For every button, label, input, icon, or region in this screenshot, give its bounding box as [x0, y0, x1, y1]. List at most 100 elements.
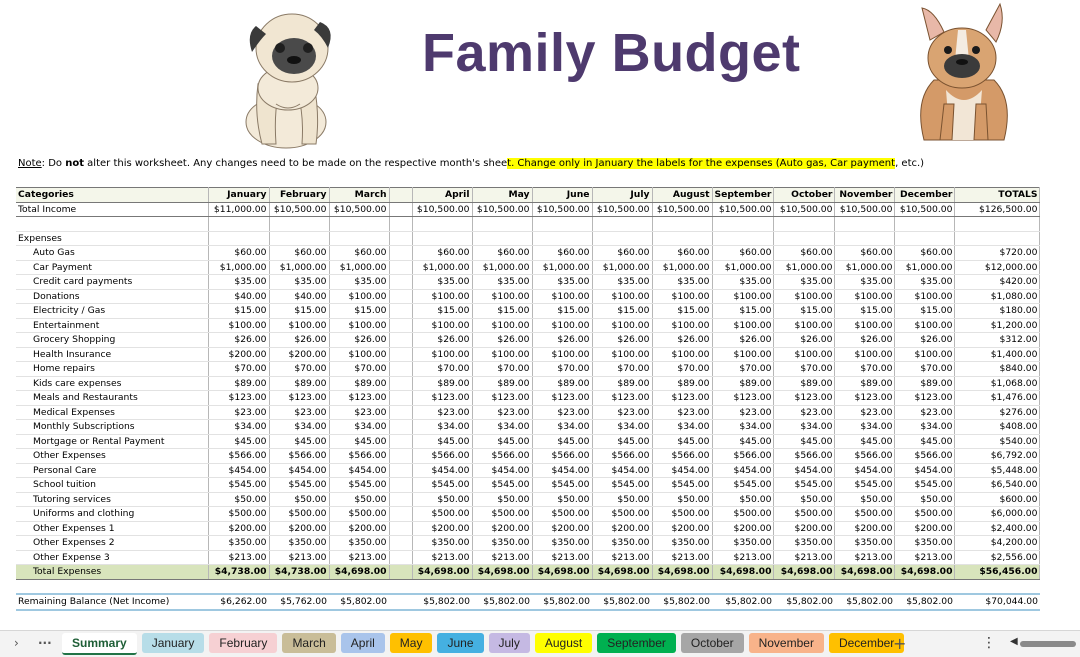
value-cell[interactable]: $545.00	[472, 477, 533, 493]
value-cell[interactable]: $100.00	[894, 347, 956, 362]
tab-12[interactable]: December	[828, 633, 905, 653]
value-cell[interactable]	[652, 216, 713, 232]
value-cell[interactable]: $200.00	[592, 521, 653, 536]
value-cell[interactable]: $100.00	[329, 347, 390, 362]
value-cell[interactable]: $500.00	[208, 506, 270, 522]
value-cell[interactable]: $100.00	[773, 289, 836, 304]
value-cell[interactable]: $213.00	[773, 550, 836, 565]
value-cell[interactable]: $34.00	[773, 419, 836, 435]
value-cell[interactable]: $454.00	[412, 463, 473, 478]
value-cell[interactable]	[895, 579, 955, 594]
value-cell[interactable]: $10,500.00	[592, 202, 653, 217]
value-cell[interactable]: $545.00	[532, 477, 593, 493]
row-label-cell[interactable]: Total Income	[16, 202, 209, 217]
plus-icon[interactable]: +	[893, 634, 907, 653]
row-label-cell[interactable]: Personal Care	[16, 463, 209, 478]
value-cell[interactable]: $35.00	[532, 274, 593, 290]
value-cell[interactable]: $26.00	[412, 332, 473, 348]
value-cell[interactable]	[712, 216, 775, 232]
value-cell[interactable]: $100.00	[532, 347, 593, 362]
total-cell[interactable]: $126,500.00	[954, 202, 1041, 217]
value-cell[interactable]: $45.00	[773, 434, 836, 449]
value-cell[interactable]: $45.00	[208, 434, 270, 449]
horizontal-scrollbar[interactable]: ◀	[1010, 636, 1076, 649]
total-cell[interactable]: $6,792.00	[954, 448, 1041, 464]
value-cell[interactable]: $454.00	[269, 463, 330, 478]
tab-5[interactable]: May	[389, 633, 433, 653]
value-cell[interactable]: $123.00	[472, 390, 533, 406]
header-categories[interactable]: Categories	[16, 187, 209, 203]
value-cell[interactable]: $60.00	[592, 245, 653, 261]
ellipsis-icon[interactable]: ···	[38, 636, 52, 650]
value-cell[interactable]	[208, 216, 270, 232]
value-cell[interactable]: $70.00	[269, 361, 330, 377]
total-cell[interactable]: $180.00	[954, 303, 1041, 319]
value-cell[interactable]: $123.00	[208, 390, 270, 406]
value-cell[interactable]: $50.00	[412, 492, 473, 507]
value-cell[interactable]: $70.00	[532, 361, 593, 377]
value-cell[interactable]: $23.00	[894, 405, 956, 420]
value-cell[interactable]: $34.00	[208, 419, 270, 435]
value-cell[interactable]: $566.00	[592, 448, 653, 464]
value-cell[interactable]: $60.00	[412, 245, 473, 261]
value-cell[interactable]: $566.00	[412, 448, 473, 464]
value-cell[interactable]: $89.00	[773, 376, 836, 391]
value-cell[interactable]: $566.00	[712, 448, 775, 464]
row-label-cell[interactable]: Tutoring services	[16, 492, 209, 507]
value-cell[interactable]: $1,000.00	[592, 260, 653, 275]
value-cell[interactable]: $15.00	[532, 303, 593, 319]
value-cell[interactable]: $60.00	[712, 245, 775, 261]
row-label-cell[interactable]: Remaining Balance (Net Income)	[16, 593, 208, 611]
value-cell[interactable]: $200.00	[412, 521, 473, 536]
total-cell[interactable]: $6,540.00	[954, 477, 1041, 493]
row-label-cell[interactable]: Mortgage or Rental Payment	[16, 434, 209, 449]
value-cell[interactable]: $350.00	[472, 535, 533, 551]
value-cell[interactable]: $50.00	[894, 492, 956, 507]
value-cell[interactable]: $15.00	[712, 303, 775, 319]
value-cell[interactable]: $500.00	[472, 506, 533, 522]
chevron-right-icon[interactable]: ›	[14, 636, 19, 650]
value-cell[interactable]: $60.00	[532, 245, 593, 261]
value-cell[interactable]: $15.00	[472, 303, 533, 319]
value-cell[interactable]: $123.00	[834, 390, 896, 406]
value-cell[interactable]: $213.00	[208, 550, 270, 565]
value-cell[interactable]: $100.00	[592, 318, 653, 333]
value-cell[interactable]: $35.00	[652, 274, 713, 290]
value-cell[interactable]	[532, 216, 593, 232]
value-cell[interactable]: $123.00	[592, 390, 653, 406]
value-cell[interactable]: $5,802.00	[472, 593, 532, 611]
row-label-cell[interactable]: Other Expenses 2	[16, 535, 209, 551]
total-cell[interactable]: $420.00	[954, 274, 1041, 290]
value-cell[interactable]: $23.00	[412, 405, 473, 420]
value-cell[interactable]: $200.00	[329, 521, 390, 536]
row-label-cell[interactable]: Auto Gas	[16, 245, 209, 261]
value-cell[interactable]: $200.00	[208, 347, 270, 362]
value-cell[interactable]: $100.00	[412, 347, 473, 362]
value-cell[interactable]: $45.00	[329, 434, 390, 449]
value-cell[interactable]: $454.00	[532, 463, 593, 478]
value-cell[interactable]: $23.00	[652, 405, 713, 420]
value-cell[interactable]: $4,698.00	[834, 564, 896, 580]
value-cell[interactable]: $26.00	[532, 332, 593, 348]
value-cell[interactable]: $4,698.00	[329, 564, 390, 580]
row-label-cell[interactable]: Home repairs	[16, 361, 209, 377]
value-cell[interactable]: $10,500.00	[412, 202, 473, 217]
header-month[interactable]: November	[834, 187, 896, 203]
value-cell[interactable]: $45.00	[652, 434, 713, 449]
value-cell[interactable]: $100.00	[412, 318, 473, 333]
value-cell[interactable]: $350.00	[412, 535, 473, 551]
row-label-cell[interactable]: School tuition	[16, 477, 209, 493]
value-cell[interactable]: $26.00	[592, 332, 653, 348]
tab-9[interactable]: September	[597, 633, 676, 653]
value-cell[interactable]: $566.00	[652, 448, 713, 464]
value-cell[interactable]: $35.00	[592, 274, 653, 290]
value-cell[interactable]: $5,802.00	[773, 593, 835, 611]
header-month[interactable]: April	[412, 187, 473, 203]
value-cell[interactable]: $123.00	[894, 390, 956, 406]
value-cell[interactable]: $100.00	[773, 318, 836, 333]
value-cell[interactable]: $50.00	[208, 492, 270, 507]
value-cell[interactable]: $15.00	[592, 303, 653, 319]
value-cell[interactable]: $4,698.00	[412, 564, 473, 580]
value-cell[interactable]	[412, 231, 473, 246]
row-label-cell[interactable]: Other Expenses 1	[16, 521, 209, 536]
